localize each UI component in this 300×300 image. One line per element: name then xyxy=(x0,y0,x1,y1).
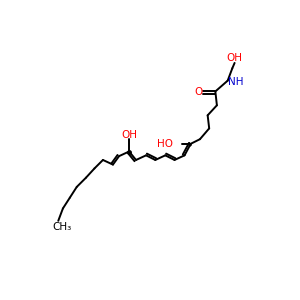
Text: OH: OH xyxy=(226,52,243,63)
Text: HO: HO xyxy=(157,139,173,149)
Text: NH: NH xyxy=(228,77,244,87)
Text: O: O xyxy=(194,87,202,97)
Text: CH₃: CH₃ xyxy=(52,222,71,232)
Text: OH: OH xyxy=(121,130,137,140)
